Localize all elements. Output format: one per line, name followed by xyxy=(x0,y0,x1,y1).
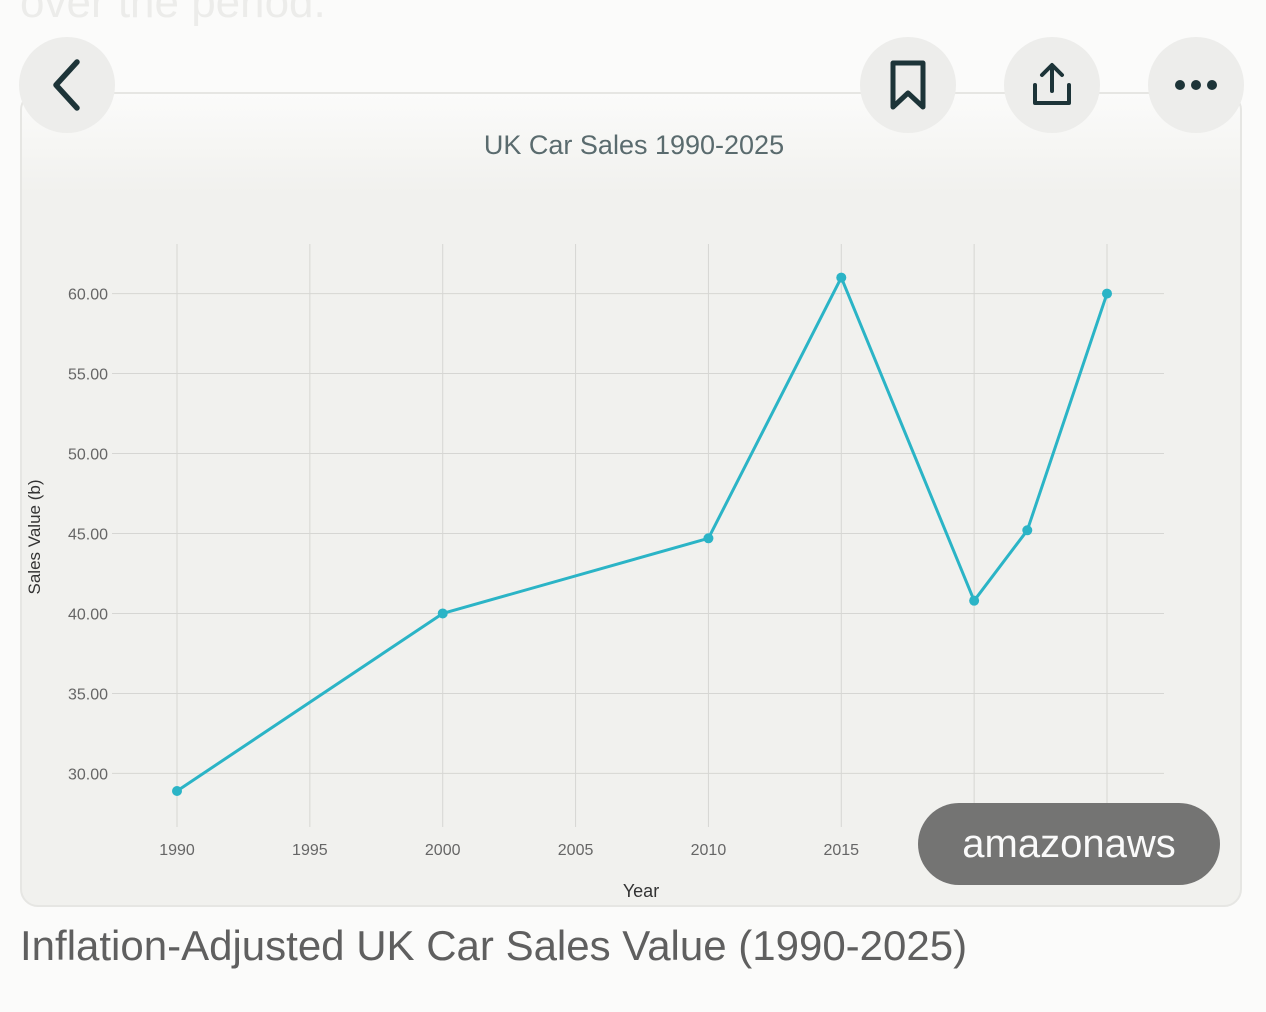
data-point xyxy=(969,595,980,606)
bookmark-icon xyxy=(890,60,926,110)
chart-title: UK Car Sales 1990-2025 xyxy=(484,130,784,160)
y-axis-label: Sales Value (b) xyxy=(25,480,44,595)
faded-body-text: over the period. xyxy=(20,0,326,27)
y-tick-label: 30.00 xyxy=(68,766,108,783)
more-button[interactable] xyxy=(1148,37,1244,133)
series-layer xyxy=(172,272,1112,797)
back-button[interactable] xyxy=(19,37,115,133)
data-point xyxy=(437,608,448,619)
data-point xyxy=(172,786,182,797)
more-horizontal-icon xyxy=(1175,80,1217,90)
y-tick-label: 35.00 xyxy=(68,686,108,703)
series-line xyxy=(175,276,1109,793)
data-point xyxy=(1022,525,1033,536)
y-tick-label: 45.00 xyxy=(68,526,108,543)
x-tick-label: 2015 xyxy=(823,842,859,859)
y-tick-label: 55.00 xyxy=(68,367,108,384)
y-tick-label: 60.00 xyxy=(68,287,108,304)
data-point xyxy=(836,272,847,283)
x-tick-label: 2000 xyxy=(425,842,461,859)
x-tick-label: 1990 xyxy=(159,842,195,859)
y-tick-label: 50.00 xyxy=(68,447,108,464)
axis-labels: 30.00 35.00 40.00 45.00 50.00 55.00 60.00 1990 1… xyxy=(68,287,859,859)
share-button[interactable] xyxy=(1004,37,1100,133)
image-caption: Inflation-Adjusted UK Car Sales Value (1… xyxy=(20,922,968,969)
chevron-left-icon xyxy=(53,59,80,111)
x-tick-label: 2005 xyxy=(558,842,594,859)
chart-card: 30.00 35.00 40.00 45.00 50.00 55.00 60.00 1990 1… xyxy=(20,92,1242,907)
grid-lines xyxy=(112,244,1164,827)
watermark-badge: amazonaws xyxy=(918,803,1220,885)
share-icon xyxy=(1033,63,1071,105)
x-tick-label: 1995 xyxy=(292,842,328,859)
y-tick-label: 40.00 xyxy=(68,606,108,623)
line-chart: 30.00 35.00 40.00 45.00 50.00 55.00 60.00 1990 1… xyxy=(25,130,1164,901)
data-point xyxy=(1102,288,1112,299)
x-axis-label: Year xyxy=(623,881,659,901)
data-point xyxy=(703,533,714,544)
bookmark-button[interactable] xyxy=(860,37,956,133)
x-tick-label: 2010 xyxy=(691,842,727,859)
